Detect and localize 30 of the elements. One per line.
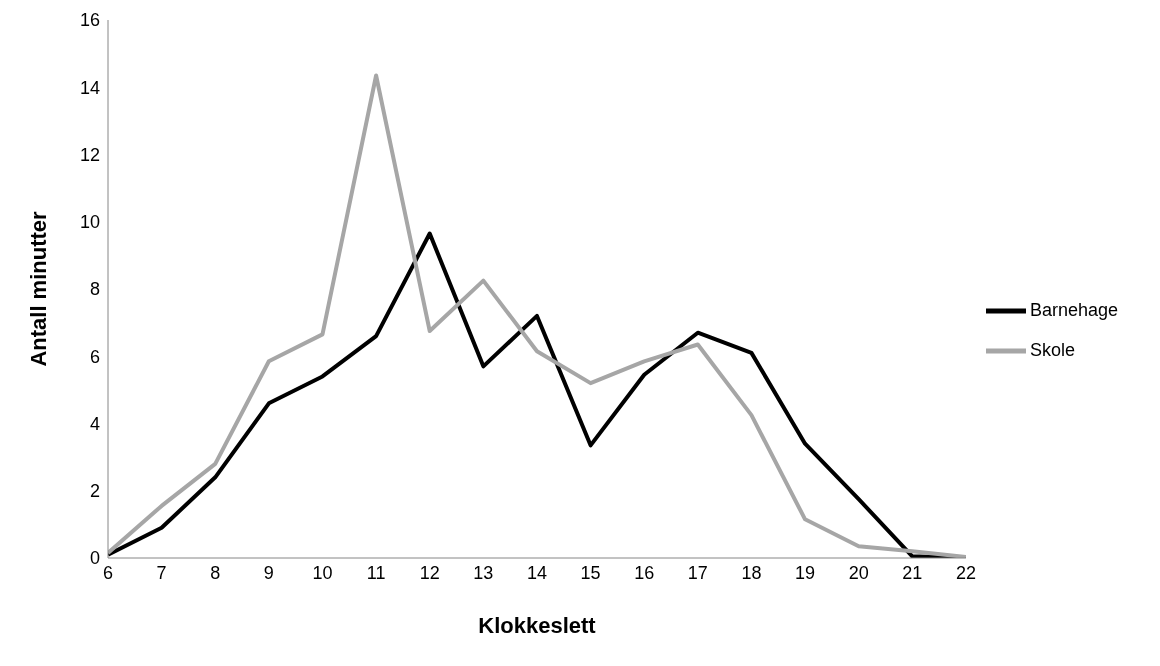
- x-tick-label: 17: [687, 562, 708, 583]
- y-tick-label: 14: [79, 77, 100, 98]
- x-tick-label: 9: [263, 562, 274, 583]
- x-axis-title: Klokkeslett: [478, 613, 597, 638]
- y-tick-label: 12: [79, 144, 100, 165]
- x-tick-label: 21: [902, 562, 923, 583]
- x-tick-label: 16: [634, 562, 655, 583]
- x-tick-label: 19: [795, 562, 816, 583]
- y-tick-label: 8: [89, 279, 100, 300]
- x-tick-label: 22: [955, 562, 976, 583]
- x-tick-label: 12: [419, 562, 440, 583]
- x-tick-label: 11: [366, 562, 386, 583]
- x-tick-label: 6: [102, 562, 114, 583]
- x-tick-label: 10: [312, 562, 333, 583]
- x-tick-label: 7: [156, 562, 167, 583]
- x-tick-label: 20: [848, 562, 869, 583]
- legend-label: Barnehage: [1029, 299, 1118, 320]
- y-tick-label: 6: [89, 346, 100, 367]
- y-tick-label: 0: [89, 548, 100, 569]
- x-tick-label: 8: [210, 562, 221, 583]
- y-tick-label: 4: [89, 413, 100, 434]
- legend-label: Skole: [1029, 339, 1075, 360]
- x-tick-label: 18: [741, 562, 762, 583]
- y-tick-label: 16: [79, 10, 100, 31]
- x-tick-label: 14: [526, 562, 547, 583]
- y-tick-label: 2: [89, 481, 100, 502]
- x-tick-label: 13: [473, 562, 494, 583]
- y-axis-title: Antall minutter: [25, 210, 51, 367]
- y-tick-label: 10: [79, 212, 100, 233]
- x-tick-label: 15: [580, 562, 601, 583]
